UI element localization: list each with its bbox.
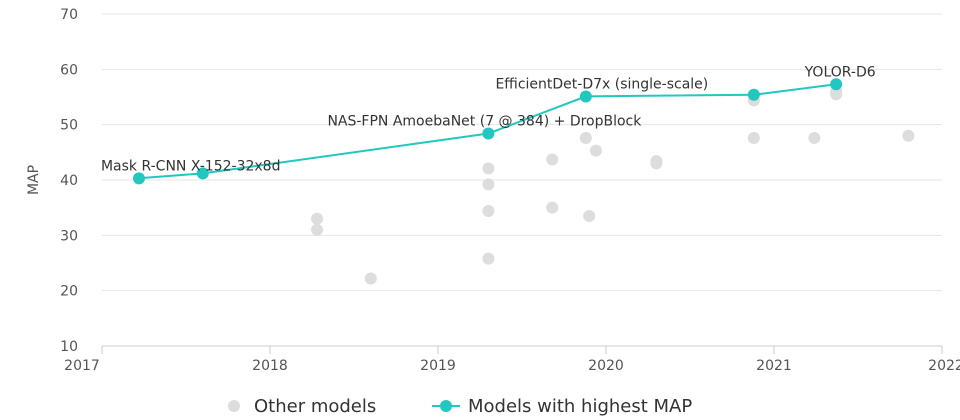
- best-models-series: [132, 78, 843, 185]
- other-model-point: [579, 131, 592, 144]
- other-model-point: [311, 212, 324, 225]
- y-axis-title: MAP: [26, 165, 42, 195]
- y-tick-label: 60: [60, 62, 78, 78]
- y-tick-label: 30: [60, 228, 78, 244]
- other-model-point: [589, 144, 602, 157]
- best-model-point: [482, 127, 495, 140]
- legend-marker-other: [228, 400, 240, 412]
- x-tick-label: 2018: [252, 358, 288, 374]
- best-model-point: [132, 172, 145, 185]
- legend-marker-best: [440, 400, 452, 412]
- other-model-point: [482, 178, 495, 191]
- x-tick-label: 2021: [756, 358, 792, 374]
- other-model-point: [747, 131, 760, 144]
- best-model-point: [830, 78, 843, 91]
- x-tick-label: 2019: [420, 358, 456, 374]
- y-tick-label: 10: [60, 339, 78, 355]
- other-model-point: [830, 88, 843, 101]
- best-model-point: [579, 90, 592, 103]
- other-model-point: [808, 131, 821, 144]
- y-tick-label: 20: [60, 284, 78, 300]
- point-annotation: NAS-FPN AmoebaNet (7 @ 384) + DropBlock: [327, 114, 642, 130]
- other-model-point: [583, 209, 596, 222]
- other-model-point: [482, 204, 495, 217]
- other-model-point: [546, 153, 559, 166]
- other-model-point: [650, 157, 663, 170]
- best-model-point: [196, 167, 209, 180]
- other-model-point: [546, 201, 559, 214]
- legend-label-best: Models with highest MAP: [468, 396, 692, 417]
- annotations: Mask R-CNN X-152-32x8d NAS-FPN AmoebaNet …: [101, 64, 876, 174]
- other-model-point: [482, 162, 495, 175]
- y-tick-label: 70: [60, 7, 78, 23]
- x-axis: 2017 2018 2019 2020 2021 2022: [64, 345, 960, 374]
- best-models-line: [138, 83, 837, 180]
- point-annotation: Mask R-CNN X-152-32x8d: [101, 158, 281, 174]
- x-tick-label: 2017: [64, 358, 100, 374]
- best-model-point: [747, 88, 760, 101]
- point-annotation: YOLOR-D6: [804, 64, 876, 80]
- other-model-point: [482, 252, 495, 265]
- point-annotation: EfficientDet-D7x (single-scale): [495, 76, 708, 92]
- x-tick-label: 2022: [928, 358, 960, 374]
- y-axis: 10 20 30 40 50 60 70: [60, 7, 78, 355]
- other-model-point: [902, 129, 915, 142]
- legend[interactable]: Other models Models with highest MAP: [228, 396, 692, 417]
- other-model-point: [311, 223, 324, 236]
- other-model-point: [364, 272, 377, 285]
- gridlines: [102, 13, 942, 347]
- y-tick-label: 40: [60, 173, 78, 189]
- x-tick-label: 2020: [588, 358, 624, 374]
- y-tick-label: 50: [60, 118, 78, 134]
- legend-label-other: Other models: [254, 396, 376, 417]
